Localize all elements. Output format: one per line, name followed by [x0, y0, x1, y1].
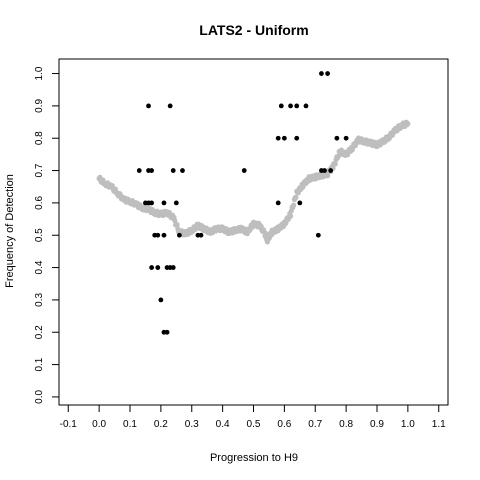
trend-point [172, 218, 178, 224]
data-point [303, 103, 309, 109]
trend-point [174, 222, 180, 228]
x-tick-label: 0.7 [308, 419, 322, 430]
y-tick-label: 0.5 [34, 228, 45, 242]
x-tick-label: 0.4 [216, 419, 230, 430]
trend-point [405, 121, 411, 127]
trend-point [332, 161, 338, 167]
data-point [164, 329, 170, 335]
y-tick-label: 0.7 [34, 163, 45, 177]
y-tick-label: 0.8 [34, 131, 45, 145]
y-tick-label: 0.9 [34, 99, 45, 113]
y-tick-label: 0.2 [34, 325, 45, 339]
data-point [180, 168, 185, 173]
trend-point [291, 202, 297, 208]
data-point [155, 265, 161, 270]
x-tick-label: 1.1 [432, 419, 446, 430]
x-tick-label: 0.8 [339, 419, 353, 430]
data-point [136, 168, 142, 173]
x-tick-label: 0.9 [370, 419, 384, 430]
y-tick-label: 1.0 [34, 66, 45, 80]
data-point [173, 200, 179, 206]
data-point [278, 103, 284, 109]
chart-title: LATS2 - Uniform [199, 22, 308, 38]
data-point [319, 71, 324, 76]
data-point [325, 71, 330, 76]
y-axis-label: Frequency of Detection [4, 174, 16, 288]
data-point [322, 168, 327, 173]
data-point [334, 135, 340, 141]
x-axis: -0.1 0.0 0.1 0.2 0.3 0.4 0.5 0.6 0.7 0.8 0.9 1.0 1.1 [60, 405, 446, 430]
data-point [241, 168, 247, 173]
data-point [288, 103, 293, 109]
data-point [315, 232, 321, 238]
data-point [343, 135, 349, 141]
trend-point [287, 213, 294, 219]
x-tick-label: 1.0 [401, 419, 415, 430]
y-tick-label: 0.0 [34, 390, 45, 404]
x-tick-label: 0.0 [92, 419, 106, 430]
data-point [275, 135, 281, 141]
y-tick-label: 0.3 [34, 293, 45, 307]
x-axis-label: Progression to H9 [210, 452, 298, 464]
data-point [170, 265, 176, 270]
y-tick-label: 0.4 [34, 260, 45, 274]
data-point [149, 168, 155, 173]
data-point [170, 168, 176, 173]
x-tick-label: 0.1 [123, 419, 137, 430]
trend-series [96, 119, 411, 245]
data-point [155, 232, 161, 238]
data-point [281, 135, 287, 141]
x-tick-label: 0.2 [154, 419, 168, 430]
x-tick-label: 0.5 [247, 419, 261, 430]
points-series [136, 71, 349, 335]
data-point [161, 232, 167, 238]
x-tick-label: 0.3 [185, 419, 199, 430]
data-point [161, 200, 167, 206]
data-point [167, 103, 173, 109]
data-point [146, 103, 151, 109]
data-point [149, 200, 155, 206]
trend-point [283, 220, 289, 226]
data-point [294, 103, 300, 109]
data-point [328, 168, 334, 173]
x-tick-label: -0.1 [60, 419, 78, 430]
y-tick-label: 0.1 [34, 357, 45, 371]
data-point [294, 135, 300, 141]
data-point [198, 232, 204, 238]
x-tick-label: 0.6 [277, 419, 291, 430]
y-tick-label: 0.6 [34, 196, 45, 210]
data-point [149, 265, 155, 270]
data-point [158, 297, 164, 303]
trend-point [293, 194, 299, 201]
y-axis: 0.0 0.1 0.2 0.3 0.4 0.5 0.6 0.7 0.8 0.9 1.0 [34, 66, 59, 404]
data-point [275, 200, 281, 206]
data-point [297, 200, 303, 206]
data-point [177, 232, 182, 238]
